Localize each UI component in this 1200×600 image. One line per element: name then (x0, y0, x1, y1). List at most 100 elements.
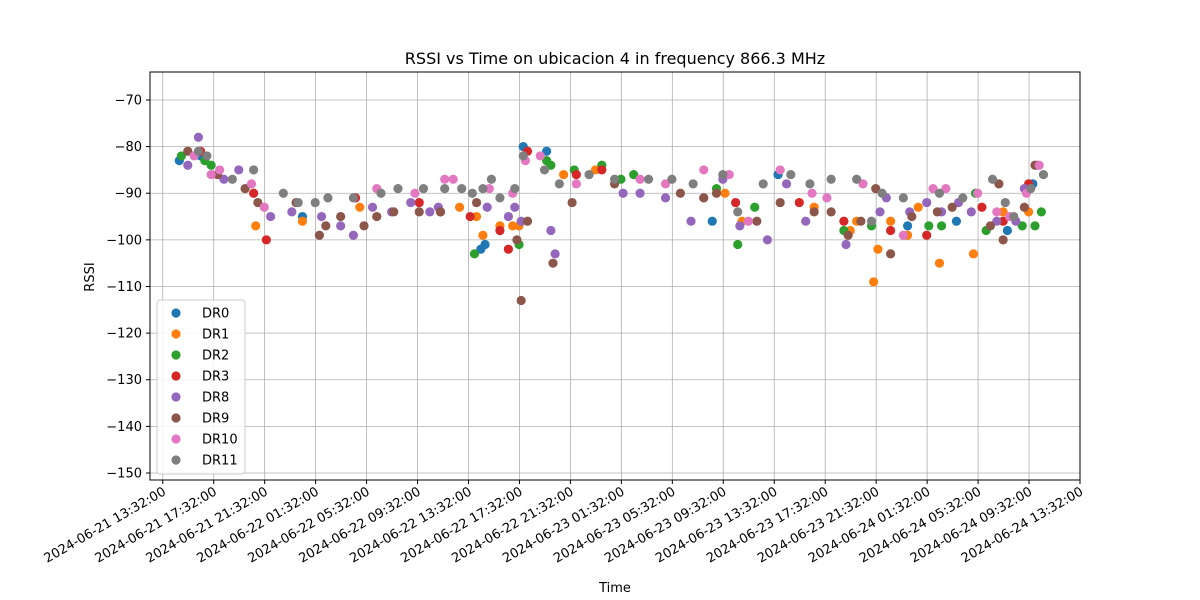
series-dr2 (176, 151, 1046, 259)
data-point (440, 174, 450, 184)
data-point (977, 202, 987, 212)
data-point (941, 183, 951, 194)
legend-marker (171, 392, 181, 402)
data-point (1002, 225, 1012, 236)
y-tick-label: −110 (106, 280, 142, 295)
data-point (367, 202, 378, 212)
data-point (440, 183, 450, 194)
data-point (826, 174, 836, 184)
y-tick-label: −90 (115, 187, 142, 202)
data-point (215, 165, 225, 175)
legend-marker (171, 455, 181, 465)
data-point (635, 188, 645, 198)
data-point (550, 249, 560, 259)
data-point (512, 235, 522, 245)
data-point (253, 197, 263, 208)
data-point (643, 174, 654, 184)
data-point (805, 179, 815, 189)
data-point (535, 151, 545, 161)
data-point (480, 239, 490, 250)
data-point (323, 193, 333, 203)
data-point (454, 202, 465, 212)
data-point (206, 160, 216, 170)
data-point (1036, 207, 1046, 217)
data-point (503, 211, 514, 222)
data-point (629, 169, 639, 180)
legend: DR0 DR1 DR2 DR3 DR8 DR9 DR10 DR11 (156, 299, 246, 475)
data-point (1017, 221, 1027, 231)
data-point (554, 179, 564, 189)
data-point (495, 193, 505, 203)
data-point (724, 169, 734, 180)
y-tick-label: −130 (106, 373, 142, 388)
data-point (348, 193, 359, 203)
data-point (359, 221, 369, 231)
data-point (510, 202, 520, 212)
y-tick-label: −70 (115, 93, 142, 108)
legend-label: DR1 (202, 328, 229, 343)
data-point (516, 295, 526, 306)
data-point (522, 216, 533, 226)
data-point (314, 230, 325, 240)
data-point (934, 258, 945, 268)
data-point (471, 211, 482, 222)
data-point (839, 216, 849, 226)
data-point (934, 188, 945, 198)
data-point (801, 216, 811, 226)
data-point (1038, 169, 1049, 180)
data-point (998, 216, 1008, 226)
data-point (699, 193, 709, 203)
data-point (822, 193, 832, 203)
legend-marker (171, 308, 181, 318)
data-point (249, 165, 259, 175)
data-point (457, 183, 467, 194)
data-point (928, 183, 938, 194)
data-point (287, 207, 297, 217)
data-point (873, 244, 883, 254)
data-point (841, 239, 851, 250)
data-point (202, 151, 212, 161)
data-point (875, 207, 885, 217)
data-point (219, 174, 229, 184)
data-point (559, 169, 569, 180)
data-point (902, 221, 913, 231)
y-axis-title: RSSI (83, 262, 98, 291)
data-point (293, 197, 303, 208)
legend-label: DR10 (202, 433, 238, 448)
data-point (951, 216, 962, 226)
data-point (548, 258, 558, 268)
data-point (750, 202, 760, 212)
data-points (174, 132, 1049, 306)
data-point (852, 174, 862, 184)
data-point (261, 235, 271, 245)
data-point (414, 207, 424, 217)
data-point (193, 146, 204, 156)
data-point (539, 165, 550, 175)
data-point (542, 146, 552, 156)
data-point (947, 202, 957, 212)
data-point (994, 179, 1004, 189)
legend-label: DR9 (202, 412, 229, 427)
legend-marker (171, 434, 181, 444)
series-dr11 (193, 146, 1049, 226)
data-point (410, 188, 420, 198)
data-point (240, 183, 250, 194)
data-point (1026, 183, 1036, 194)
legend-marker (171, 371, 181, 381)
legend-marker (171, 413, 181, 423)
series-dr8 (183, 132, 1042, 259)
data-point (775, 165, 785, 175)
data-point (484, 183, 494, 194)
data-point (686, 216, 696, 226)
data-point (206, 169, 216, 180)
data-point (448, 174, 458, 184)
data-point (1000, 197, 1010, 208)
legend-label: DR3 (202, 370, 229, 385)
data-point (567, 197, 577, 208)
data-point (932, 207, 942, 217)
data-point (227, 174, 237, 184)
data-point (471, 197, 482, 208)
data-point (775, 197, 785, 208)
